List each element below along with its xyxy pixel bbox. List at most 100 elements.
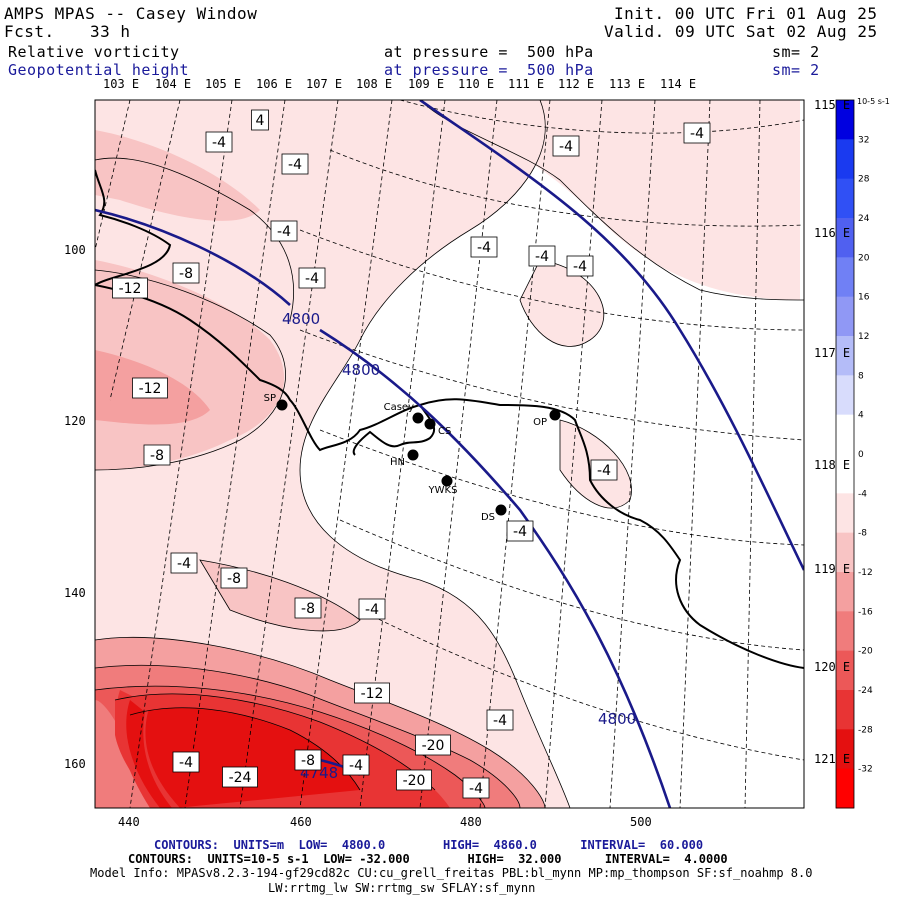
- vorticity-label-box: [294, 597, 322, 619]
- vorticity-label-box: [342, 754, 370, 776]
- longitude-label: 106 E: [256, 77, 293, 91]
- vorticity-label-box: [683, 122, 711, 144]
- vorticity-label: -12: [119, 281, 142, 297]
- vorticity-label-box: [143, 444, 171, 466]
- longitude-label: 121 E: [814, 752, 851, 766]
- colorbar-swatch: [836, 729, 854, 770]
- colorbar-swatch: [836, 296, 854, 337]
- init-time: Init. 00 UTC Fri 01 Aug 25: [614, 4, 878, 23]
- vorticity-label: -20: [403, 773, 426, 789]
- colorbar-swatch: [836, 768, 854, 809]
- colorbar-label: 16: [858, 293, 870, 303]
- lat-lon-grid: [95, 100, 804, 808]
- vorticity-label-box: [170, 552, 198, 574]
- colorbar-label: 12: [858, 332, 869, 342]
- vorticity-label-box: [415, 734, 451, 756]
- forecast-label: Fcst.: [4, 22, 55, 41]
- vorticity-label-box: [112, 277, 148, 299]
- vorticity-label-box: [132, 377, 168, 399]
- vorticity-label-box: [470, 236, 498, 258]
- vorticity-label: -4: [212, 135, 226, 151]
- vorticity-label-box: [172, 751, 200, 773]
- colorbar-label: -32: [858, 765, 873, 775]
- colorbar-label: -8: [858, 529, 867, 539]
- map-title: AMPS MPAS -- Casey Window: [4, 4, 258, 23]
- vorticity-label-box: [358, 598, 386, 620]
- vorticity-label: -4: [179, 755, 193, 771]
- longitude-label: 119 E: [814, 562, 851, 576]
- colorbar-swatch: [836, 414, 854, 455]
- longitude-label: 118 E: [814, 458, 851, 472]
- footer-model-info: Model Info: MPASv8.2.3-194-gf29cd82c CU:…: [90, 866, 813, 880]
- colorbar-label: -28: [858, 725, 873, 735]
- vorticity-label: -4: [597, 463, 611, 479]
- vorticity-label: -8: [301, 753, 315, 769]
- station-name: CS: [438, 426, 451, 437]
- vorticity-label: -8: [150, 448, 164, 464]
- station-name: DS: [481, 512, 495, 523]
- station-name: YWKS: [428, 485, 458, 496]
- vorticity-label: -24: [229, 770, 252, 786]
- station-marker: [424, 418, 436, 430]
- x-tick-label: 480: [460, 815, 482, 829]
- station-group: SP Casey CS HN YWKS DS OP: [264, 393, 561, 523]
- longitude-label: 113 E: [609, 77, 646, 91]
- vorticity-label-box: [205, 131, 233, 153]
- x-tick-label: 460: [290, 815, 312, 829]
- longitude-label: 105 E: [205, 77, 242, 91]
- vorticity-label-box: [281, 153, 309, 175]
- colorbar-label: -24: [858, 686, 873, 696]
- height-label-group: 4800 4800 4800 4748: [282, 310, 636, 782]
- vorticity-label: -4: [559, 139, 573, 155]
- colorbar-label: 24: [858, 214, 870, 224]
- vorticity-label: -12: [361, 686, 384, 702]
- station-name: SP: [264, 393, 276, 404]
- vorticity-label-box: [506, 520, 534, 542]
- vorticity-label: -4: [177, 556, 191, 572]
- colorbar-label: -16: [858, 607, 873, 617]
- vorticity-label-box: [462, 777, 490, 799]
- x-tick-label: 440: [118, 815, 140, 829]
- colorbar-swatch: [836, 572, 854, 612]
- longitude-label: 110 E: [458, 77, 495, 91]
- vorticity-label: -4: [513, 524, 527, 540]
- y-tick-label: 120: [64, 414, 86, 428]
- vorticity-label: -4: [535, 249, 549, 265]
- vorticity-label: -4: [277, 224, 291, 240]
- longitude-label: 117 E: [814, 346, 851, 360]
- vorticity-label-box: [251, 109, 269, 131]
- colorbar-swatch: [836, 336, 854, 376]
- vorticity-label: -4: [305, 271, 319, 287]
- vorticity-label-box: [566, 255, 594, 277]
- station-marker: [407, 449, 419, 461]
- longitude-label: 104 E: [155, 77, 192, 91]
- station-name: HN: [390, 457, 405, 468]
- vorticity-label-box: [222, 766, 258, 788]
- colorbar-swatch: [836, 532, 854, 573]
- longitude-label: 114 E: [660, 77, 697, 91]
- station-marker: [412, 412, 424, 424]
- footer-vorticity-contours: CONTOURS: UNITS=10-5 s-1 LOW= -32.000 HI…: [128, 852, 728, 866]
- longitude-label: 112 E: [558, 77, 595, 91]
- vorticity-label-box: [220, 567, 248, 589]
- vorticity-label: -4: [288, 157, 302, 173]
- vorticity-label: -4: [365, 602, 379, 618]
- colorbar: 32 28 24 20 16 12 8 4 0 -4 -8 -12 -16 -20 -24 -28 -32 10-…: [835, 97, 890, 809]
- vorticity-shading: [95, 100, 804, 808]
- vorticity-label-box: [486, 709, 514, 731]
- forecast-hour: 33 h: [90, 22, 131, 41]
- colorbar-swatch: [836, 690, 854, 730]
- colorbar-swatch: [836, 100, 854, 140]
- vorticity-label: -4: [573, 259, 587, 275]
- vorticity-label: -8: [301, 601, 315, 617]
- longitude-label: 120 E: [814, 660, 851, 674]
- colorbar-swatch: [836, 139, 854, 180]
- colorbar-label: 28: [858, 175, 870, 185]
- colorbar-label: -20: [858, 647, 873, 657]
- colorbar-swatch: [836, 257, 854, 298]
- station-name: OP: [533, 417, 547, 428]
- x-tick-label: 500: [630, 815, 652, 829]
- colorbar-swatch: [836, 493, 854, 534]
- vorticity-label-box: [298, 267, 326, 289]
- vorticity-label: -4: [690, 126, 704, 142]
